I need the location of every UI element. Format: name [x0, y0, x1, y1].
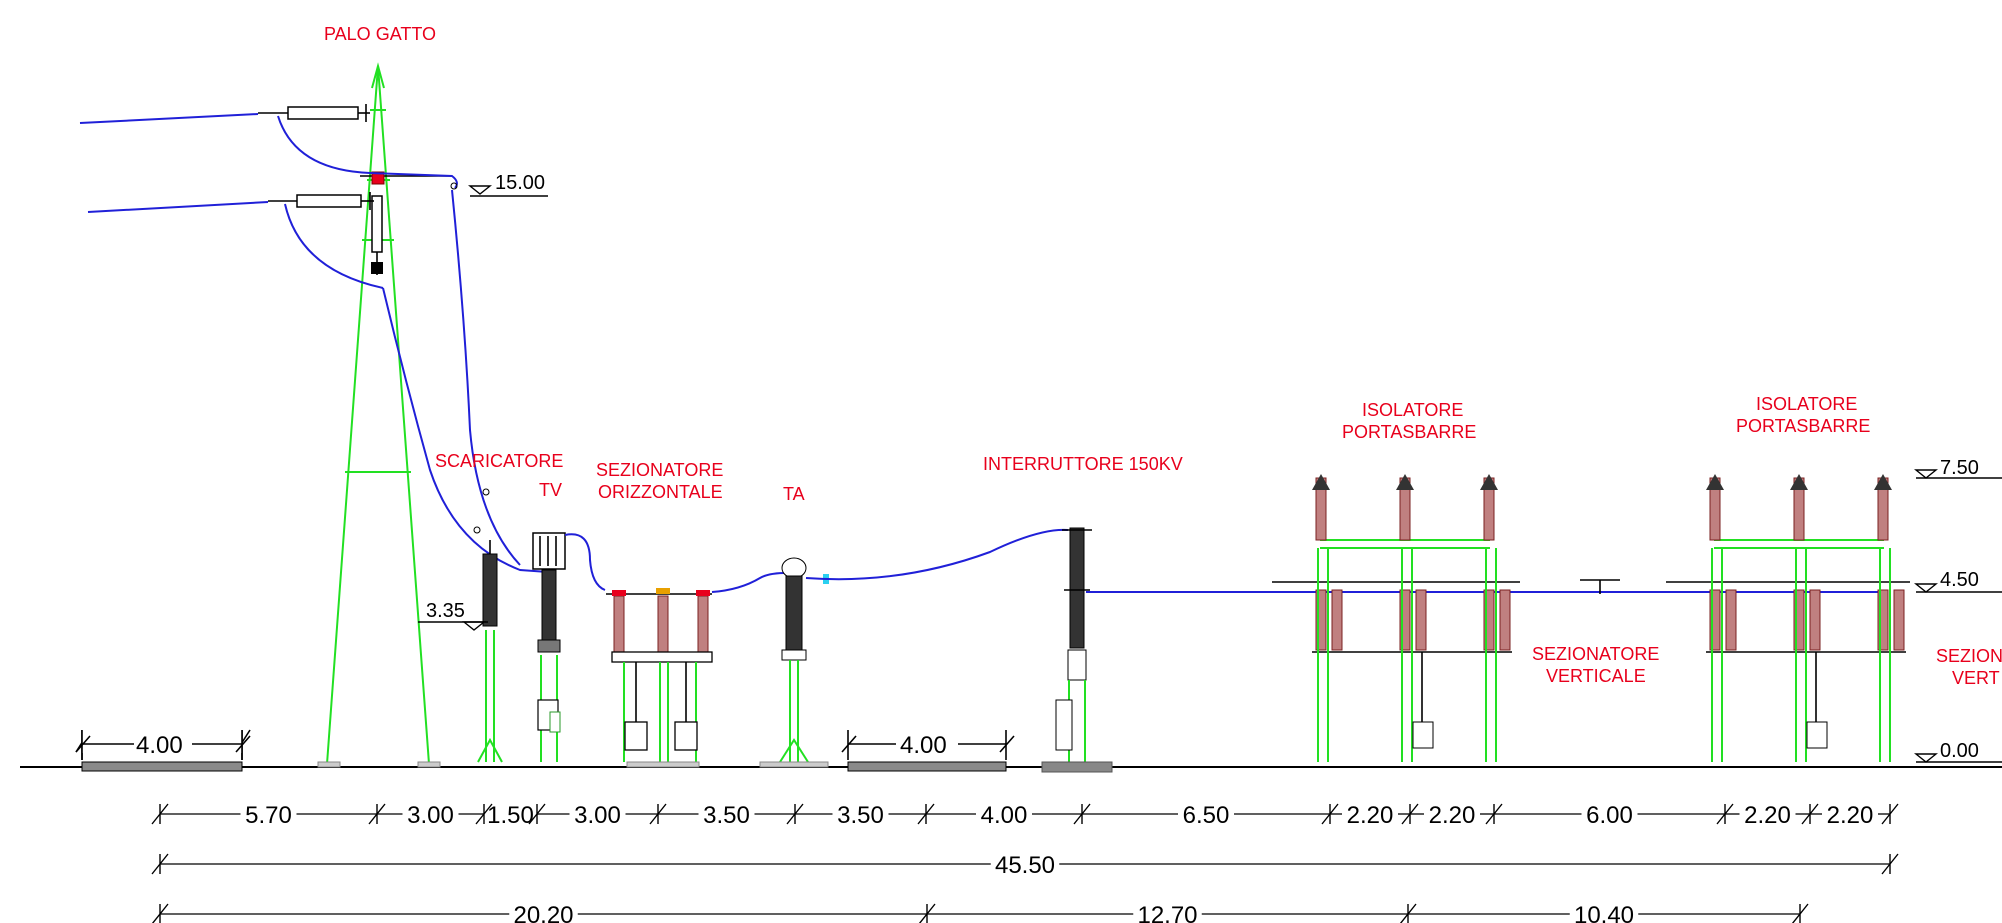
busbar-section-2 — [1666, 474, 1910, 762]
dim-foundation-mid: 4.00 — [900, 732, 947, 759]
dimension-value: 3.00 — [574, 802, 621, 829]
level-3-35: 3.35 — [418, 600, 488, 631]
dimension-value: 4.00 — [981, 802, 1028, 829]
label-sezionatore-verticale-cut-1: SEZION — [1936, 646, 2002, 666]
line-insulator-bottom — [268, 192, 374, 210]
dimension-value: 5.70 — [245, 802, 292, 829]
level-7-50: 7.50 — [1914, 457, 2002, 479]
dimension-value: 6.00 — [1586, 802, 1633, 829]
interruttore — [1041, 527, 1113, 773]
label-palo-gatto: PALO GATTO — [324, 24, 436, 44]
scaricatore — [477, 540, 503, 763]
incoming-line-bottom — [87, 201, 269, 213]
dimension-value: 12.70 — [1137, 902, 1197, 923]
dimension-row-3: 20.20 12.70 10.40 — [151, 902, 1809, 923]
incoming-line-top — [79, 113, 259, 124]
label-interruttore: INTERRUTTORE 150KV — [983, 454, 1183, 474]
dim-foundation-left: 4.00 — [136, 732, 183, 759]
dimension-value: 2.20 — [1827, 802, 1874, 829]
line-insulator-top — [258, 104, 370, 122]
dimension-value: 2.20 — [1347, 802, 1394, 829]
level-0: 0.00 — [1914, 740, 2002, 763]
label-ta: TA — [783, 484, 805, 504]
svg-text:0.00: 0.00 — [1940, 740, 1979, 762]
label-sezionatore-orizzontale-2: ORIZZONTALE — [598, 482, 723, 502]
dimension-value: 2.20 — [1744, 802, 1791, 829]
dimension-row-total: 45.50 — [151, 852, 1899, 879]
svg-text:15.00: 15.00 — [495, 172, 545, 194]
dimension-value: 3.00 — [407, 802, 454, 829]
label-tv: TV — [539, 480, 562, 500]
tv-transformer — [532, 532, 566, 762]
dimension-value: 1.50 — [487, 802, 534, 829]
label-isolatore-2b: PORTASBARRE — [1736, 416, 1870, 436]
sezionatore-orizzontale — [606, 588, 713, 768]
dimension-row-1: 5.70 3.00 1.50 3.00 3.50 3.50 4.00 6.50 2.20 2.20… — [151, 802, 1899, 829]
svg-text:4.50: 4.50 — [1940, 569, 1979, 591]
dimension-value: 45.50 — [995, 852, 1055, 879]
dimension-value: 3.50 — [703, 802, 750, 829]
label-sezionatore-verticale-1: SEZIONATORE — [1532, 644, 1659, 664]
dimension-value: 3.50 — [837, 802, 884, 829]
palo-gatto-tower — [317, 62, 452, 768]
foundation-mid — [841, 730, 1015, 772]
dimension-value: 20.20 — [513, 902, 573, 923]
ta-transformer — [759, 557, 829, 768]
svg-text:3.35: 3.35 — [426, 600, 465, 622]
label-sezionatore-verticale-2: VERTICALE — [1546, 666, 1646, 686]
label-isolatore-1a: ISOLATORE — [1362, 400, 1463, 420]
label-scaricatore: SCARICATORE — [435, 451, 563, 471]
dimension-value: 6.50 — [1183, 802, 1230, 829]
svg-text:7.50: 7.50 — [1940, 457, 1979, 479]
label-sezionatore-orizzontale-1: SEZIONATORE — [596, 460, 723, 480]
level-4-50: 4.50 — [1914, 569, 2002, 593]
label-isolatore-1b: PORTASBARRE — [1342, 422, 1476, 442]
dimension-value: 10.40 — [1574, 902, 1634, 923]
label-sezionatore-verticale-cut-2: VERT — [1952, 668, 2000, 688]
dimension-value: 2.20 — [1429, 802, 1476, 829]
busbar-section-1 — [1272, 474, 1520, 762]
level-15: 15.00 — [468, 172, 548, 197]
label-isolatore-2a: ISOLATORE — [1756, 394, 1857, 414]
